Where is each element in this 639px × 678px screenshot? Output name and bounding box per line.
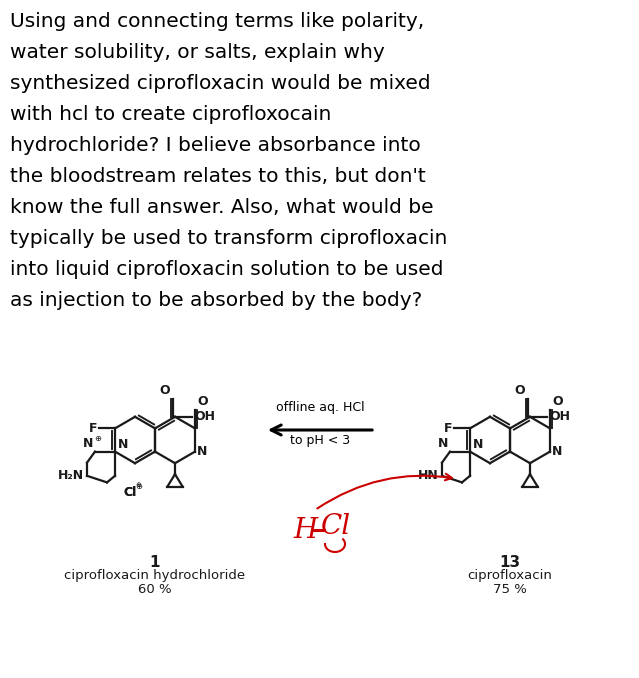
Text: O: O: [514, 384, 525, 397]
Text: N: N: [118, 437, 128, 451]
Text: with hcl to create ciprofloxocain: with hcl to create ciprofloxocain: [10, 105, 332, 124]
Text: F: F: [88, 422, 97, 435]
Text: 1: 1: [150, 555, 160, 570]
Text: N: N: [197, 445, 208, 458]
Text: hydrochloride? I believe absorbance into: hydrochloride? I believe absorbance into: [10, 136, 420, 155]
Text: H₂N: H₂N: [58, 469, 84, 482]
Text: Cl: Cl: [123, 486, 136, 500]
Text: ciprofloxacin: ciprofloxacin: [468, 569, 553, 582]
Text: HN: HN: [419, 469, 439, 482]
Text: ⊕: ⊕: [135, 483, 142, 492]
Text: O: O: [197, 395, 208, 408]
Text: ⊕: ⊕: [135, 483, 141, 488]
Text: to pH < 3: to pH < 3: [290, 434, 350, 447]
Text: know the full answer. Also, what would be: know the full answer. Also, what would b…: [10, 198, 434, 217]
Text: 60 %: 60 %: [138, 583, 172, 596]
Text: as injection to be absorbed by the body?: as injection to be absorbed by the body?: [10, 291, 422, 310]
Text: the bloodstream relates to this, but don't: the bloodstream relates to this, but don…: [10, 167, 426, 186]
Text: OH: OH: [194, 410, 215, 423]
Text: offline aq. HCl: offline aq. HCl: [275, 401, 364, 414]
Text: Using and connecting terms like polarity,: Using and connecting terms like polarity…: [10, 12, 424, 31]
Text: Cl: Cl: [321, 513, 351, 540]
Text: into liquid ciprofloxacin solution to be used: into liquid ciprofloxacin solution to be…: [10, 260, 443, 279]
Text: ciprofloxacin hydrochloride: ciprofloxacin hydrochloride: [65, 569, 245, 582]
Text: OH: OH: [549, 410, 570, 423]
Text: F: F: [443, 422, 452, 435]
Text: O: O: [159, 384, 170, 397]
Text: ⊕: ⊕: [94, 434, 101, 443]
Text: N: N: [82, 437, 93, 450]
Text: typically be used to transform ciprofloxacin: typically be used to transform ciproflox…: [10, 229, 447, 248]
Text: 75 %: 75 %: [493, 583, 527, 596]
Text: O: O: [552, 395, 562, 408]
Text: water solubility, or salts, explain why: water solubility, or salts, explain why: [10, 43, 385, 62]
Text: N: N: [473, 437, 483, 451]
Text: N: N: [552, 445, 562, 458]
Text: Cl: Cl: [123, 486, 136, 500]
Text: N: N: [438, 437, 448, 450]
Text: synthesized ciprofloxacin would be mixed: synthesized ciprofloxacin would be mixed: [10, 74, 431, 93]
Text: 13: 13: [500, 555, 521, 570]
Text: H: H: [294, 517, 318, 544]
